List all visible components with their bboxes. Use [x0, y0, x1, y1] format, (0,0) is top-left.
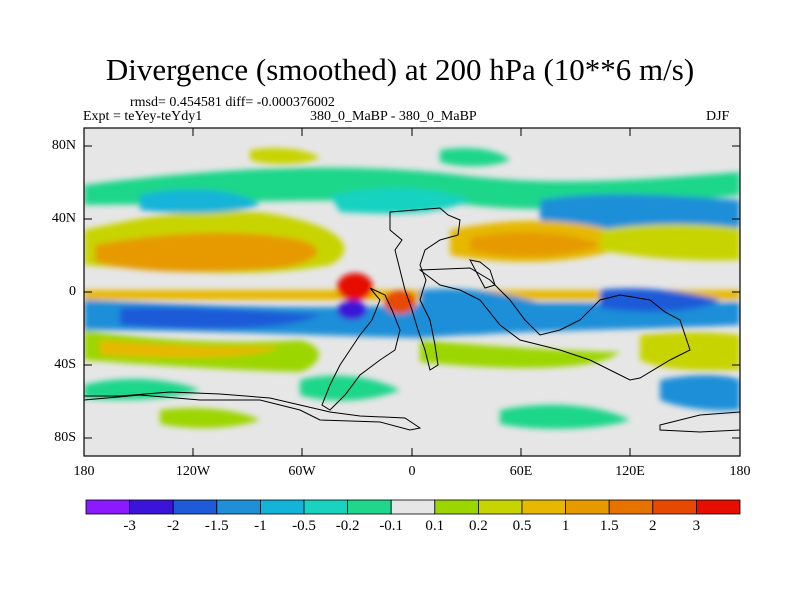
colorbar-swatch — [172, 499, 218, 515]
colorbar-swatch — [565, 499, 610, 515]
x-tick-label: 60E — [509, 464, 533, 479]
colorbar-label: 1.5 — [599, 518, 619, 534]
y-tick-label: 40N — [51, 211, 76, 226]
colorbar-label: 0.2 — [469, 518, 488, 534]
coastline-antarctica-west — [84, 391, 422, 431]
coastline-asia-australia — [418, 267, 691, 381]
coastline-south-america — [321, 287, 401, 411]
colorbar-swatch — [390, 499, 436, 515]
colorbar-label: -0.5 — [292, 518, 316, 534]
x-tick-label: 120E — [615, 464, 645, 479]
colorbar-label: -1.5 — [204, 518, 229, 534]
colorbar-swatch — [477, 499, 523, 515]
x-tick-label: 180 — [73, 464, 95, 479]
coastline-arabia — [469, 259, 496, 289]
colorbar-swatch — [85, 499, 130, 515]
colorbar-label: -3 — [123, 518, 136, 534]
y-tick-label: 80S — [54, 430, 76, 445]
experiment-label: Expt = teYey-teYdy1 — [83, 109, 203, 124]
colorbar-label: -2 — [166, 518, 180, 534]
colorbar — [85, 499, 741, 515]
colorbar-swatch — [608, 499, 654, 515]
y-tick-label: 40S — [54, 357, 76, 372]
colorbar-label: 0.1 — [425, 518, 445, 534]
field-layer — [84, 128, 740, 456]
colorbar-label: 1 — [561, 518, 570, 534]
colorbar-swatch — [696, 499, 741, 515]
colorbar-swatch — [652, 499, 697, 515]
comparison-label: 380_0_MaBP - 380_0_MaBP — [310, 109, 477, 124]
x-tick-label: 120W — [175, 464, 211, 479]
coastline-antarctica-east — [659, 411, 740, 433]
colorbar-swatch — [303, 499, 348, 515]
y-tick-label: 0 — [69, 284, 76, 299]
x-tick-label: 180 — [729, 464, 751, 479]
colorbar-swatch — [129, 499, 174, 515]
colorbar-swatch — [521, 499, 566, 515]
coastlines — [84, 207, 740, 433]
colorbar-label: -0.2 — [335, 518, 360, 534]
colorbar-label: 2 — [649, 518, 657, 534]
x-tick-label: 60W — [288, 464, 316, 479]
coastline-africa-europe — [389, 207, 461, 371]
y-tick-label: 80N — [51, 138, 76, 153]
colorbar-swatch — [216, 499, 261, 515]
colorbar-swatch — [434, 499, 479, 515]
plot-title: Divergence (smoothed) at 200 hPa (10**6 … — [105, 52, 695, 87]
season-label: DJF — [706, 109, 730, 124]
colorbar-label: 3 — [692, 518, 701, 534]
axis-ticks — [84, 128, 740, 456]
colorbar-label: -1 — [254, 518, 267, 534]
colorbar-swatch — [347, 499, 392, 515]
colorbar-label: 0.5 — [512, 518, 532, 534]
colorbar-swatch — [259, 499, 305, 515]
x-tick-label: 0 — [408, 464, 416, 479]
stats-label: rmsd= 0.454581 diff= -0.000376002 — [130, 95, 335, 110]
colorbar-label: -0.1 — [379, 518, 404, 534]
